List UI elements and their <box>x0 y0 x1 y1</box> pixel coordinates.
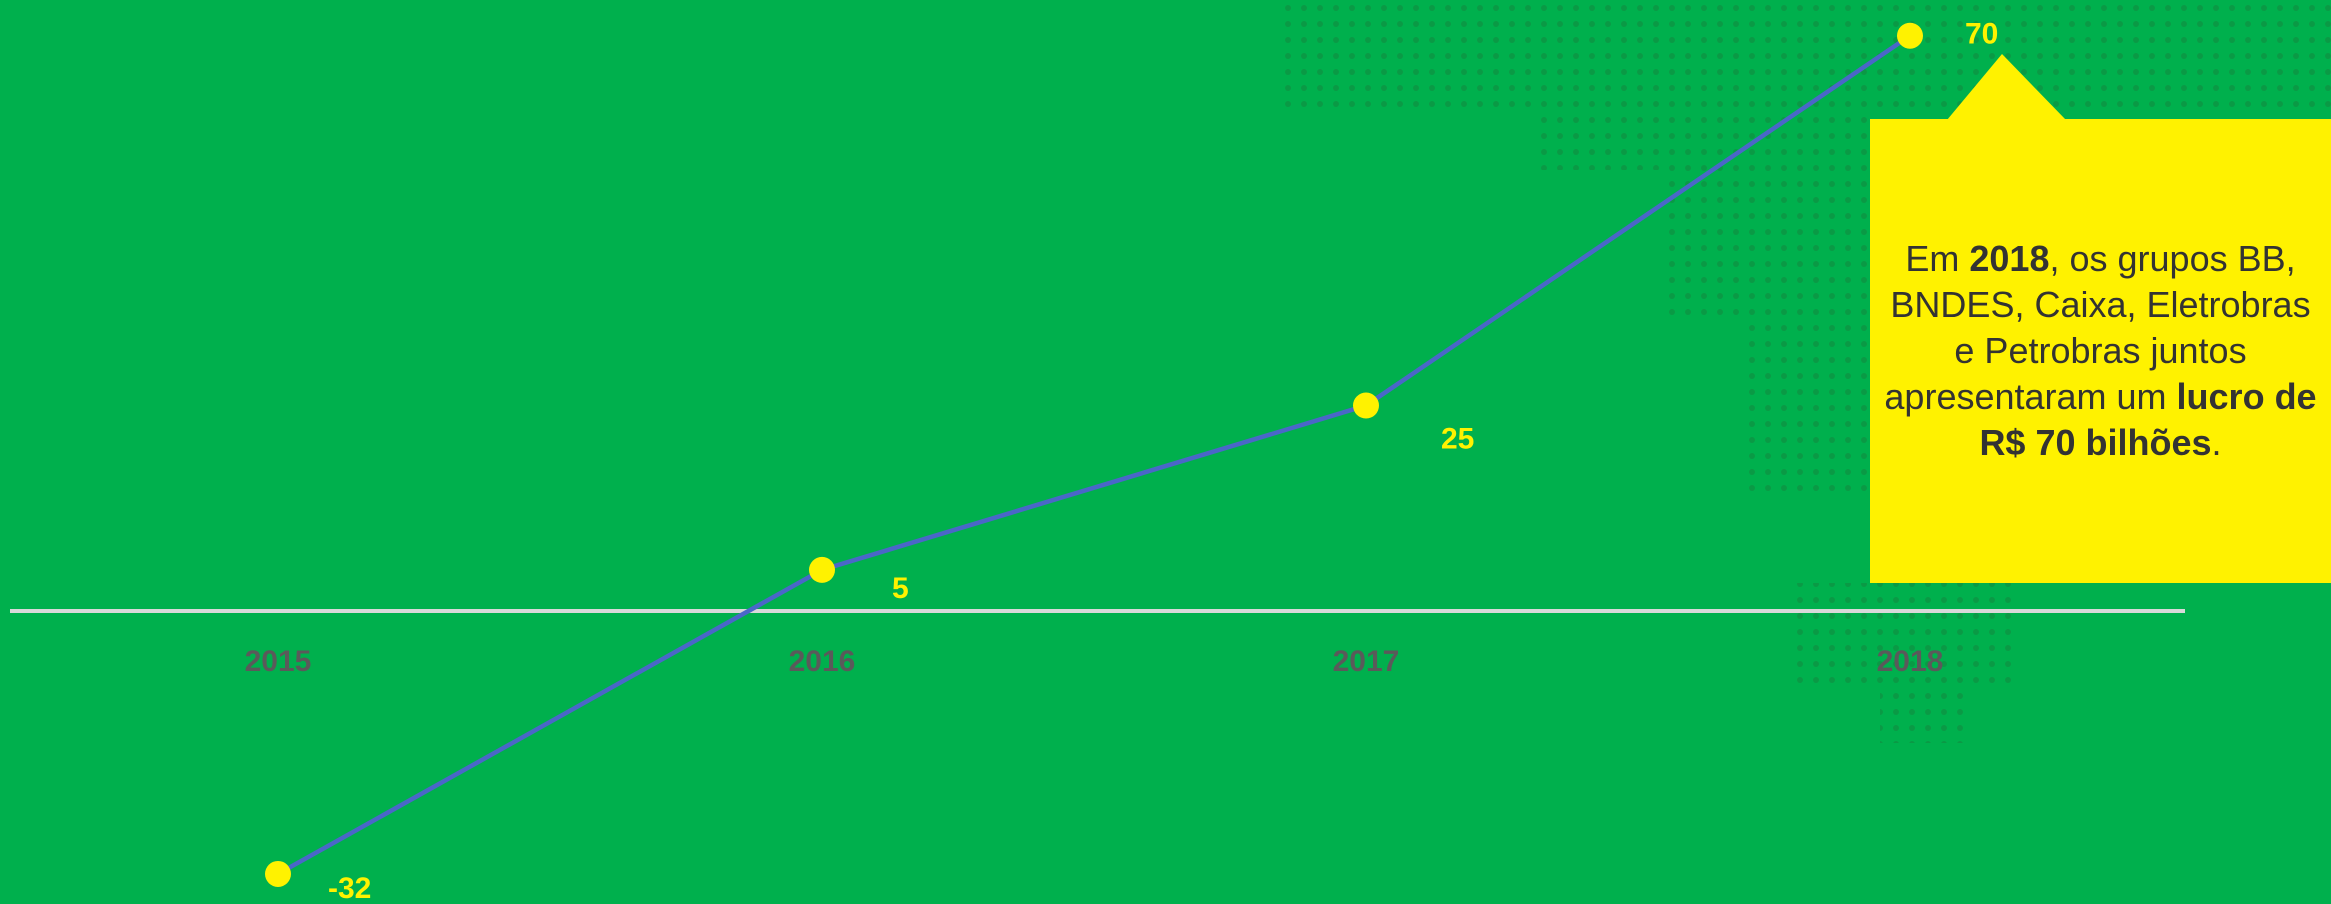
callout: Em 2018, os grupos BB, BNDES, Caixa, Ele… <box>1870 119 2331 583</box>
callout-text: Em 2018, os grupos BB, BNDES, Caixa, Ele… <box>1878 236 2323 466</box>
point <box>809 556 835 583</box>
callout-bold: 2018 <box>1969 238 2050 279</box>
callout-pointer <box>1947 54 2066 120</box>
callout-span: Em <box>1905 238 1970 279</box>
callout-span: , os grupos BB, BNDES, Caixa, Eletrobras… <box>1884 238 2311 417</box>
data-label: 70 <box>1965 18 1998 51</box>
data-label: 25 <box>1441 422 1474 455</box>
data-label: -32 <box>328 872 371 904</box>
data-label: 5 <box>892 572 909 605</box>
callout-bold: lucro de R$ 70 bilhões <box>1979 376 2317 463</box>
point <box>265 860 291 887</box>
x-tick-label: 2017 <box>1333 645 1400 678</box>
point <box>1897 22 1923 49</box>
background-map <box>1285 0 2331 743</box>
x-tick-label: 2016 <box>789 645 856 678</box>
callout-span: . <box>2211 422 2222 463</box>
x-tick-label: 2015 <box>245 645 312 678</box>
line <box>276 33 1912 876</box>
x-tick-label: 2018 <box>1877 645 1944 678</box>
point <box>1353 392 1379 419</box>
